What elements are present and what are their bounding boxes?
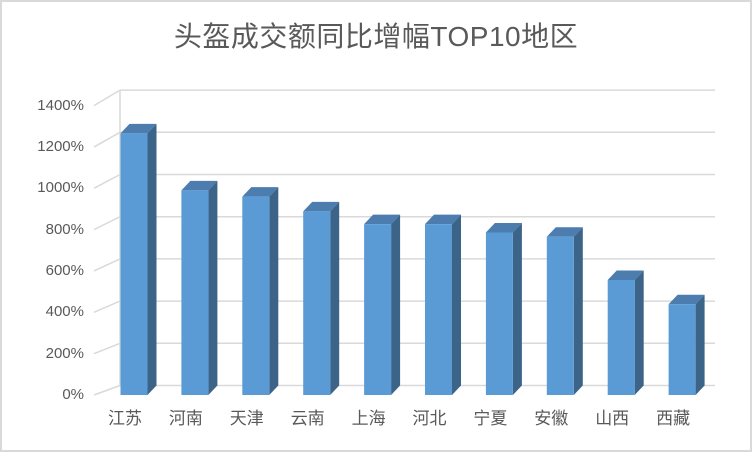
bar-side-face	[208, 180, 218, 395]
bar-top-face	[546, 227, 583, 237]
bar-column	[668, 304, 696, 395]
bar-top-face	[485, 223, 522, 233]
axis-tick-connector	[93, 131, 121, 148]
bar-top-face	[364, 214, 401, 225]
axis-tick-connector	[93, 173, 121, 189]
bar-top-face	[425, 214, 461, 225]
bar-side-face	[695, 294, 705, 395]
bar-column	[181, 190, 209, 395]
bar-column	[607, 280, 635, 395]
bar-column	[485, 232, 513, 395]
y-tick-label: 1400%	[37, 96, 84, 114]
y-tick-label: 200%	[45, 344, 84, 362]
bar-top-face	[242, 187, 279, 197]
y-tick-label: 600%	[45, 261, 84, 279]
bar-top-face	[303, 201, 340, 212]
bar-side-face	[391, 214, 401, 395]
axis-tick-connector	[93, 300, 121, 314]
bar-column	[242, 196, 270, 395]
category-label: 宁夏	[473, 409, 508, 428]
bar-side-face	[512, 223, 522, 395]
category-label: 上海	[351, 409, 386, 428]
bar-side-face	[330, 201, 340, 395]
chart-title: 头盔成交额同比增幅TOP10地区	[173, 21, 579, 52]
bar-side-face	[452, 214, 461, 395]
category-label: 云南	[290, 409, 325, 428]
category-label: 山西	[595, 409, 630, 428]
bar-top-face	[120, 123, 157, 134]
bar-side-face	[573, 227, 583, 395]
bar-side-face	[147, 123, 157, 396]
axis-tick-connector	[93, 342, 121, 355]
y-tick-label: 1200%	[37, 137, 84, 155]
category-label: 西藏	[656, 409, 691, 428]
y-tick-label: 800%	[45, 220, 84, 238]
category-label: 天津	[229, 409, 264, 428]
axis-tick-connector	[93, 216, 121, 231]
y-tick-label: 1000%	[37, 179, 84, 197]
category-label: 安徽	[534, 409, 569, 428]
y-tick-label: 0%	[62, 386, 84, 403]
category-label: 河北	[412, 409, 447, 428]
category-label: 江苏	[108, 409, 142, 428]
bar-column	[364, 224, 392, 395]
bar-side-face	[269, 187, 279, 395]
y-tick-label: 400%	[45, 303, 84, 321]
axis-tick-connector	[93, 89, 121, 107]
bar-top-face	[181, 180, 218, 191]
bar-column	[120, 133, 148, 396]
axis-tick-connector	[93, 384, 121, 396]
bar-top-face	[607, 270, 644, 281]
bar-column	[425, 224, 452, 395]
bar-column	[546, 236, 574, 395]
category-label: 河南	[168, 409, 203, 428]
bar-top-face	[668, 294, 705, 305]
axis-tick-connector	[93, 258, 121, 272]
bar-column	[303, 211, 331, 395]
bar-side-face	[634, 270, 644, 395]
